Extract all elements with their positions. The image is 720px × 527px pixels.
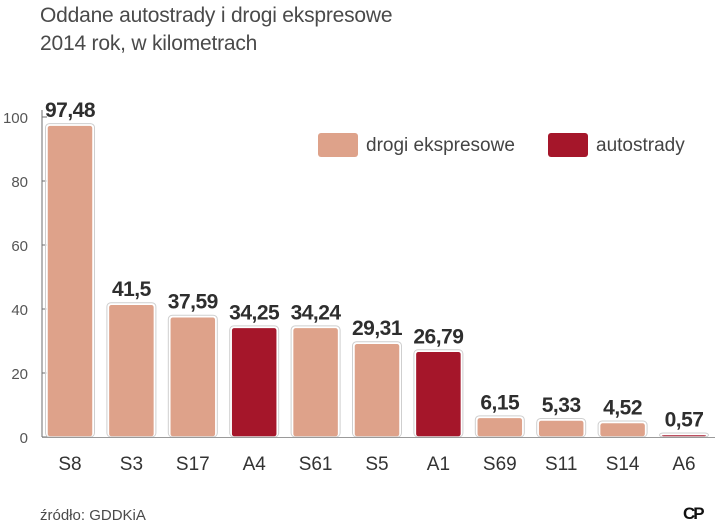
data-label: 4,52 (603, 397, 642, 420)
chart-title-block: Oddane autostrady i drogi ekspresowe 201… (40, 2, 393, 58)
bar (230, 326, 278, 438)
y-tick-label: 100 (3, 110, 28, 127)
x-tick-label: S14 (606, 454, 640, 475)
bar (169, 315, 217, 438)
bar (291, 326, 340, 438)
data-label: 5,33 (542, 394, 581, 417)
data-label: 34,24 (291, 301, 342, 324)
x-tick-label: S5 (365, 454, 388, 475)
legend-label: drogi ekspresowe (366, 135, 515, 156)
y-tick-label: 20 (11, 366, 28, 383)
x-tick-label: A1 (427, 454, 450, 475)
bar (414, 350, 463, 438)
y-tick-label: 60 (11, 238, 28, 255)
bar (537, 419, 585, 438)
data-label: 29,31 (352, 317, 403, 340)
x-tick-label: A6 (672, 454, 695, 475)
x-tick-label: S11 (545, 454, 577, 475)
y-tick-label: 0 (20, 430, 28, 447)
y-tick-label: 80 (11, 174, 28, 191)
bar (46, 124, 94, 438)
data-label: 34,25 (229, 301, 280, 324)
bar (107, 303, 156, 438)
data-label: 37,59 (168, 291, 218, 314)
legend-label: autostrady (596, 135, 685, 156)
x-tick-label: S3 (120, 454, 143, 475)
data-label: 6,15 (480, 391, 520, 414)
data-label: 26,79 (413, 325, 463, 348)
x-tick-label: S61 (299, 454, 333, 475)
bar (476, 416, 524, 438)
data-label: 41,5 (112, 278, 152, 301)
legend-swatch (548, 133, 588, 157)
legend-swatch (318, 133, 358, 157)
x-tick-label: A4 (243, 454, 267, 475)
chart-subtitle: 2014 rok, w kilometrach (40, 32, 258, 55)
agency-logo: CP (683, 504, 705, 523)
bar (353, 342, 401, 438)
source-note: źródło: GDDKiA (40, 507, 146, 524)
x-tick-label: S17 (176, 454, 210, 475)
x-tick-label: S8 (58, 454, 81, 475)
y-tick-label: 40 (11, 302, 28, 319)
x-tick-label: S69 (483, 454, 517, 475)
bar (598, 421, 647, 438)
chart-title: Oddane autostrady i drogi ekspresowe (40, 4, 393, 27)
data-label: 0,57 (665, 409, 704, 432)
data-label: 97,48 (45, 99, 96, 122)
